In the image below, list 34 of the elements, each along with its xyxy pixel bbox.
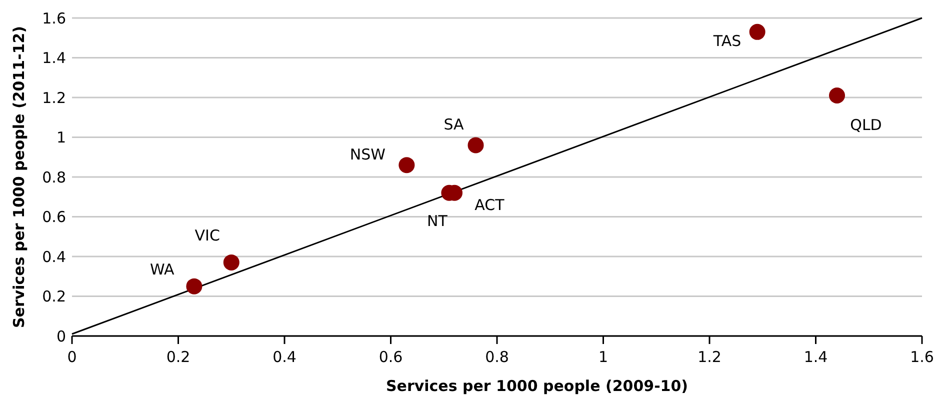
y-tick-label: 0.4	[42, 248, 66, 266]
point	[398, 157, 415, 174]
x-tick-label: 1.6	[910, 348, 934, 366]
y-tick-label: 0	[56, 327, 66, 346]
point	[829, 88, 845, 104]
point	[749, 24, 766, 40]
y-tick-label: 1	[56, 128, 66, 146]
annotation: WA	[150, 260, 176, 279]
y-tick-label: 1.4	[42, 49, 66, 67]
y-tick-label: 0.6	[42, 208, 66, 226]
x-tick-label: 1.4	[804, 348, 828, 366]
x-tick-label: 0.4	[272, 348, 296, 366]
x-tick-label: 0.6	[378, 348, 403, 366]
annotation: ACT	[474, 196, 506, 214]
y-tick-label: 1.2	[42, 88, 66, 107]
annotation: TAS	[712, 32, 742, 50]
point	[468, 137, 484, 154]
x-tick-label: 1	[598, 348, 608, 366]
y-tick-label: 0.2	[42, 288, 66, 306]
x-tick-label: 0.2	[166, 348, 190, 366]
y-axis-title: Services per 1000 people (2011-12)	[10, 26, 28, 328]
x-tick-label: 0.8	[485, 348, 509, 366]
annotation: NT	[426, 212, 448, 230]
y-tick-label: 1.6	[42, 9, 66, 28]
annotation: NSW	[350, 145, 386, 164]
x-axis-title: Services per 1000 people (2009-10)	[386, 377, 688, 395]
x-tick-label: 0	[67, 348, 77, 366]
annotation: SA	[444, 115, 465, 134]
y-tick-label: 0.8	[42, 168, 66, 186]
annotation: VIC	[194, 226, 220, 245]
point	[223, 254, 240, 270]
annotation: QLD	[850, 116, 882, 134]
x-tick-label: 1.2	[698, 348, 722, 366]
point	[186, 278, 202, 294]
